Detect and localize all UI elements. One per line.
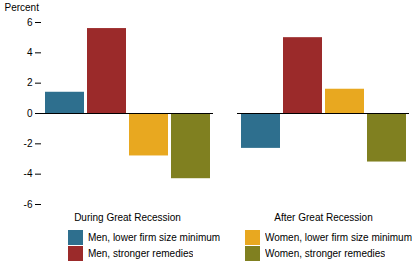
html-text:Men, stronger remedies: Men, stronger remedies: [87, 248, 194, 259]
svg-text:After Great Recession: After Great Recession: [274, 212, 372, 223]
html-text:Women, stronger remedies: Women, stronger remedies: [264, 248, 386, 259]
svg-text:2: 2: [27, 77, 33, 88]
svg-text:-6: -6: [24, 199, 33, 210]
svg-text:4: 4: [27, 47, 33, 58]
svg-text:6: 6: [27, 17, 33, 28]
svg-text:During Great Recession: During Great Recession: [74, 212, 181, 223]
svg-text:Percent: Percent: [5, 2, 40, 13]
svg-text:0: 0: [27, 108, 33, 119]
html-text:Men, lower firm size minimum: Men, lower firm size minimum: [87, 232, 221, 243]
svg-text:-4: -4: [24, 168, 33, 179]
svg-text:-2: -2: [24, 138, 33, 149]
html-text:Women, lower firm size minimum: Women, lower firm size minimum: [264, 232, 412, 243]
